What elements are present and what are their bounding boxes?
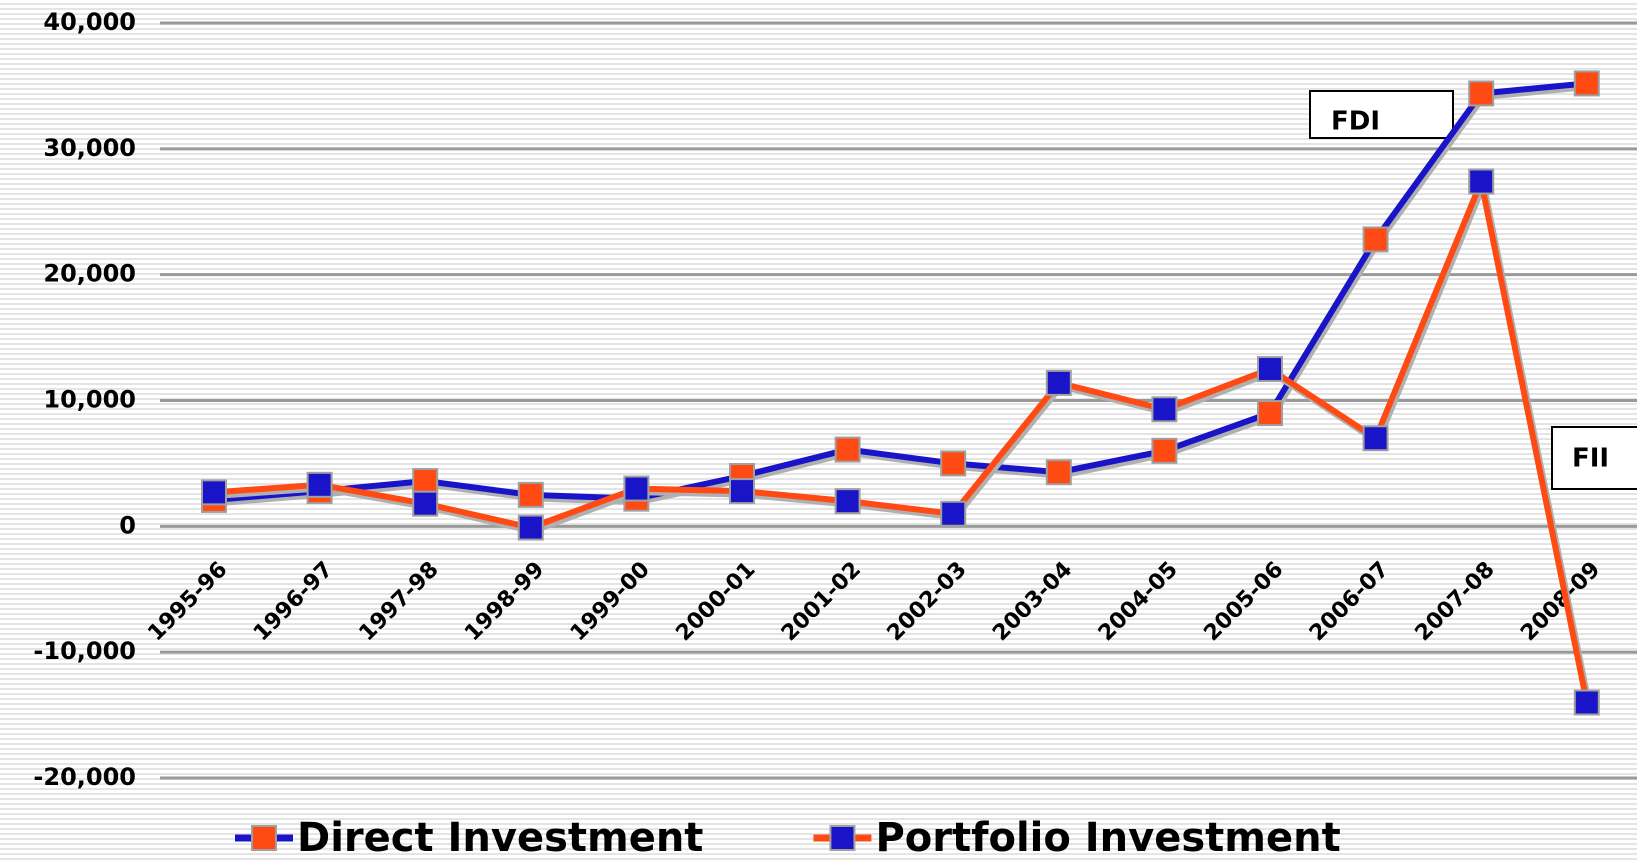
x-tick-label: 1998-99 (460, 557, 549, 646)
marker (940, 450, 967, 477)
x-tick-label: 2005-06 (1199, 557, 1288, 646)
x-tick-label: 1997-98 (355, 557, 444, 646)
marker (1468, 80, 1495, 107)
marker (1151, 437, 1178, 464)
marker (1257, 400, 1283, 427)
x-tick-label: 2003-04 (988, 557, 1077, 646)
grid (160, 21, 1637, 780)
x-tick-label: 2001-02 (777, 557, 866, 646)
legend-marker (829, 825, 856, 851)
legend-label: Portfolio Investment (875, 815, 1340, 861)
marker (1045, 459, 1072, 486)
legend-marker (251, 825, 277, 851)
marker (306, 471, 333, 498)
marker (834, 436, 861, 463)
annotation-box (1309, 90, 1454, 139)
y-tick-label: 40,000 (43, 8, 136, 36)
marker (623, 475, 650, 502)
marker (1573, 689, 1600, 716)
marker (940, 500, 967, 527)
marker (1362, 226, 1389, 253)
legend-label: Direct Investment (297, 815, 703, 861)
marker (1573, 70, 1600, 97)
x-tick-label: 1996-97 (249, 557, 338, 646)
y-tick-label: 20,000 (43, 260, 136, 288)
y-tick-label: 10,000 (43, 386, 136, 414)
x-tick-label: 2000-01 (671, 557, 760, 646)
marker (412, 490, 439, 517)
marker (517, 481, 544, 508)
marker (1257, 356, 1283, 383)
marker (412, 468, 439, 495)
y-tick-label: 30,000 (43, 134, 136, 162)
x-tick-label: 2004-05 (1094, 557, 1183, 646)
y-tick-label: -20,000 (33, 763, 136, 791)
marker (729, 478, 755, 505)
marker (201, 479, 227, 506)
marker (834, 488, 861, 515)
marker (1468, 168, 1495, 195)
annotation: FDI (1331, 107, 1380, 137)
x-tick-label: 2007-08 (1411, 557, 1500, 646)
y-tick-label: -10,000 (33, 637, 136, 665)
annotation: FII (1572, 444, 1609, 474)
series-line (213, 80, 1588, 503)
y-tick-label: 0 (119, 511, 136, 539)
marker (1045, 369, 1072, 396)
marker (1362, 425, 1389, 452)
annotation-box (1551, 426, 1637, 490)
x-tick-label: 1995-96 (143, 557, 232, 646)
x-tick-label: 2002-03 (883, 557, 972, 646)
x-tick-label: 1999-00 (566, 557, 655, 646)
series-line (213, 171, 1590, 704)
x-tick-label: 2006-07 (1305, 557, 1394, 646)
marker (1151, 396, 1178, 423)
marker (517, 514, 544, 541)
